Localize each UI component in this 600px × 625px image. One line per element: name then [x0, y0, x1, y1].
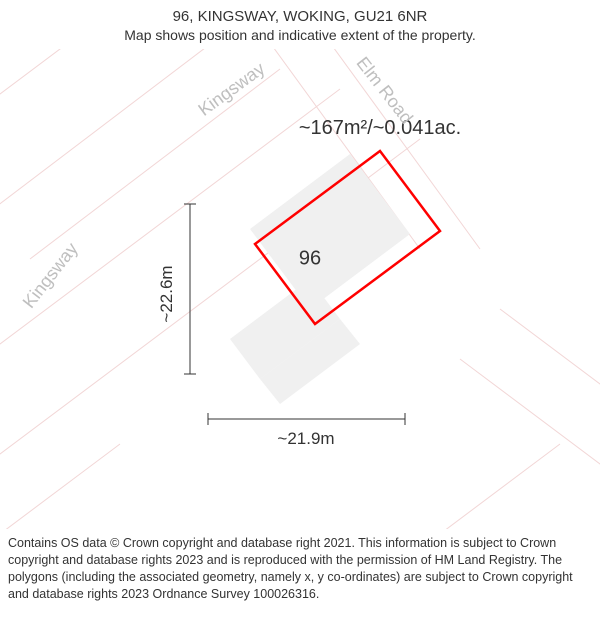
area-measurement-label: ~167m²/~0.041ac. — [299, 117, 461, 139]
dimension-label-width: ~21.9m — [277, 429, 334, 448]
page-subtitle: Map shows position and indicative extent… — [0, 25, 600, 49]
dimension-label-height: ~22.6m — [157, 265, 176, 322]
property-map: 96~167m²/~0.041ac.KingswayElm RoadKingsw… — [0, 49, 600, 529]
property-number-label: 96 — [299, 247, 321, 269]
copyright-footer: Contains OS data © Crown copyright and d… — [0, 529, 600, 611]
page-title: 96, KINGSWAY, WOKING, GU21 6NR — [0, 0, 600, 25]
